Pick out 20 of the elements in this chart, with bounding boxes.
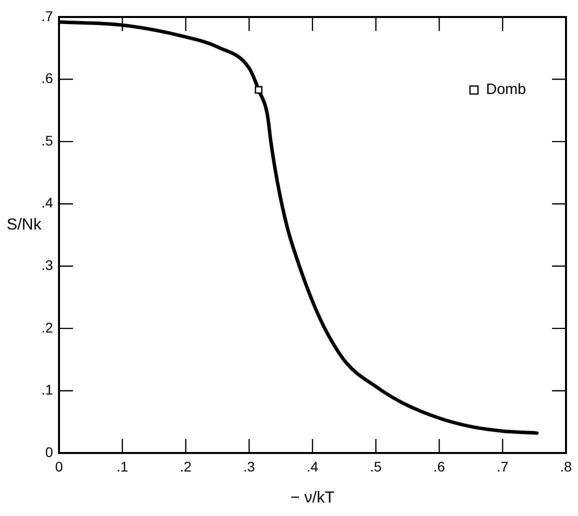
x-tick-label: .8 bbox=[560, 458, 572, 474]
y-tick-label: .5 bbox=[41, 132, 54, 148]
x-tick-label: .7 bbox=[496, 458, 509, 474]
y-tick-label: 0 bbox=[45, 444, 54, 460]
y-tick-label: .3 bbox=[41, 257, 54, 273]
x-tick-label: .5 bbox=[370, 458, 382, 474]
legend-label: Domb bbox=[486, 81, 526, 98]
x-tick-label: .3 bbox=[243, 458, 256, 474]
x-tick-label: .1 bbox=[116, 458, 128, 474]
y-tick-label: .4 bbox=[41, 194, 54, 211]
x-tick-label: 0 bbox=[55, 458, 64, 474]
y-tick-label: .7 bbox=[41, 8, 54, 24]
x-tick-label: .2 bbox=[180, 458, 192, 474]
y-axis-title: S/Nk bbox=[6, 216, 42, 234]
x-axis-title: − ν/kT bbox=[290, 489, 335, 506]
x-tick-label: .4 bbox=[306, 458, 319, 474]
x-tick-label: .6 bbox=[433, 458, 446, 474]
y-tick-label: .2 bbox=[41, 319, 54, 336]
y-tick-label: .6 bbox=[41, 70, 54, 86]
y-tick-label: .1 bbox=[41, 382, 54, 398]
